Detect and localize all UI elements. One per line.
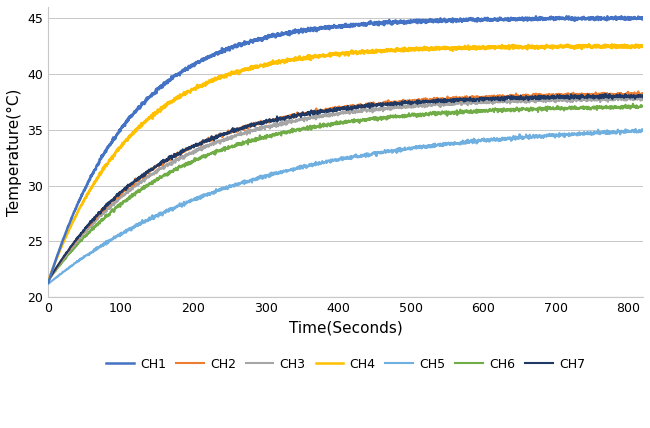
CH5	[513, 134, 521, 140]
CH5	[621, 127, 629, 132]
CH1	[44, 280, 52, 285]
CH7	[622, 92, 630, 98]
CH5	[44, 281, 52, 286]
CH5	[639, 128, 647, 134]
CH7	[601, 92, 609, 97]
CH6	[75, 241, 83, 246]
CH3	[75, 237, 83, 242]
CH4	[585, 42, 593, 47]
CH2	[333, 107, 341, 112]
Legend: CH1, CH2, CH3, CH4, CH5, CH6, CH7: CH1, CH2, CH3, CH4, CH5, CH6, CH7	[101, 353, 590, 376]
CH3	[622, 98, 630, 103]
CH5	[75, 258, 83, 263]
CH4	[333, 51, 341, 56]
CH7	[75, 234, 83, 239]
CH3	[639, 95, 647, 100]
CH2	[639, 91, 647, 96]
CH3	[612, 94, 620, 99]
CH1	[75, 199, 83, 205]
CH4	[513, 45, 521, 51]
Line: CH7: CH7	[48, 94, 643, 280]
CH4	[622, 44, 630, 49]
CH2	[513, 95, 521, 100]
Line: CH3: CH3	[48, 97, 643, 280]
CH7	[318, 108, 326, 113]
CH5	[333, 157, 341, 162]
CH2	[75, 235, 83, 240]
CH3	[513, 99, 521, 104]
CH2	[44, 278, 52, 283]
CH7	[639, 95, 647, 100]
CH1	[333, 24, 341, 30]
CH6	[44, 278, 52, 283]
CH5	[622, 130, 630, 135]
Line: CH4: CH4	[48, 44, 643, 280]
CH2	[622, 91, 630, 96]
X-axis label: Time(Seconds): Time(Seconds)	[289, 321, 402, 336]
Line: CH6: CH6	[48, 104, 643, 280]
CH6	[333, 122, 341, 127]
CH1	[622, 15, 630, 21]
CH1	[318, 26, 326, 31]
CH6	[621, 102, 629, 107]
CH7	[333, 107, 341, 112]
CH6	[639, 103, 647, 108]
CH5	[318, 160, 326, 166]
CH1	[622, 17, 630, 22]
CH2	[621, 93, 629, 98]
CH7	[622, 93, 630, 98]
CH1	[639, 16, 647, 21]
CH3	[44, 278, 52, 283]
CH3	[318, 113, 326, 119]
CH1	[513, 17, 521, 22]
CH5	[632, 126, 640, 131]
CH2	[318, 109, 326, 114]
Y-axis label: Temperature(°C): Temperature(°C)	[7, 89, 22, 216]
CH1	[563, 14, 571, 19]
CH3	[333, 112, 341, 117]
CH2	[634, 89, 642, 94]
CH6	[513, 105, 521, 110]
CH6	[629, 101, 637, 106]
CH3	[622, 97, 630, 102]
CH7	[513, 95, 521, 100]
CH7	[44, 278, 52, 283]
CH4	[75, 207, 83, 212]
CH4	[622, 43, 630, 48]
CH4	[318, 53, 326, 58]
CH6	[622, 105, 630, 110]
Line: CH5: CH5	[48, 129, 643, 284]
CH4	[44, 278, 52, 283]
Line: CH1: CH1	[48, 16, 643, 283]
CH6	[318, 123, 326, 128]
CH4	[639, 44, 647, 49]
Line: CH2: CH2	[48, 92, 643, 280]
